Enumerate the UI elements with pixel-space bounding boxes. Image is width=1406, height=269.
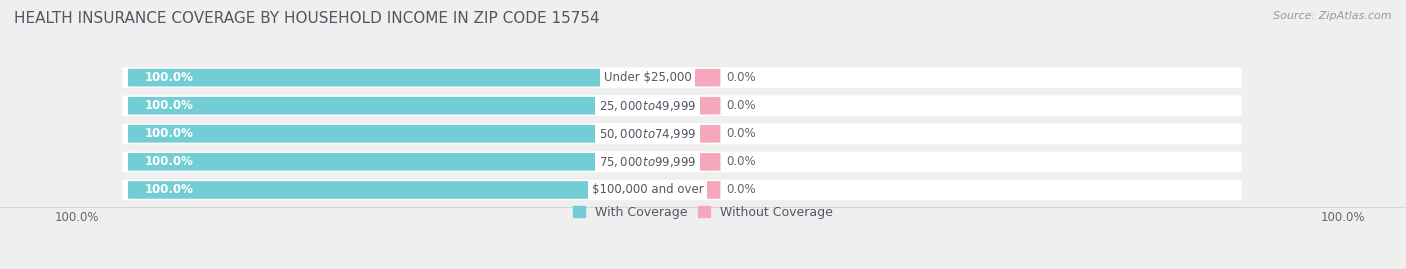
Text: 0.0%: 0.0% — [725, 127, 755, 140]
Text: Source: ZipAtlas.com: Source: ZipAtlas.com — [1274, 11, 1392, 21]
Text: 100.0%: 100.0% — [145, 183, 194, 196]
FancyBboxPatch shape — [644, 181, 720, 199]
FancyBboxPatch shape — [122, 151, 1241, 172]
Text: $25,000 to $49,999: $25,000 to $49,999 — [599, 99, 696, 113]
FancyBboxPatch shape — [644, 69, 720, 86]
FancyBboxPatch shape — [122, 180, 1241, 200]
Text: 0.0%: 0.0% — [725, 183, 755, 196]
FancyBboxPatch shape — [128, 153, 655, 171]
Text: 0.0%: 0.0% — [725, 71, 755, 84]
FancyBboxPatch shape — [128, 125, 655, 143]
FancyBboxPatch shape — [128, 69, 655, 86]
Text: 100.0%: 100.0% — [145, 127, 194, 140]
FancyBboxPatch shape — [644, 97, 720, 115]
FancyBboxPatch shape — [122, 123, 1241, 144]
FancyBboxPatch shape — [122, 67, 1241, 88]
FancyBboxPatch shape — [128, 97, 655, 115]
Text: $100,000 and over: $100,000 and over — [592, 183, 703, 196]
FancyBboxPatch shape — [644, 153, 720, 171]
Text: 0.0%: 0.0% — [725, 99, 755, 112]
Text: 100.0%: 100.0% — [145, 71, 194, 84]
Text: HEALTH INSURANCE COVERAGE BY HOUSEHOLD INCOME IN ZIP CODE 15754: HEALTH INSURANCE COVERAGE BY HOUSEHOLD I… — [14, 11, 600, 26]
Legend: With Coverage, Without Coverage: With Coverage, Without Coverage — [572, 206, 834, 219]
FancyBboxPatch shape — [128, 181, 655, 199]
Text: 0.0%: 0.0% — [725, 155, 755, 168]
Text: 100.0%: 100.0% — [55, 211, 100, 224]
Text: Under $25,000: Under $25,000 — [603, 71, 692, 84]
Text: 100.0%: 100.0% — [1320, 211, 1365, 224]
FancyBboxPatch shape — [644, 125, 720, 143]
Text: 100.0%: 100.0% — [145, 99, 194, 112]
Text: $50,000 to $74,999: $50,000 to $74,999 — [599, 127, 696, 141]
FancyBboxPatch shape — [122, 95, 1241, 116]
Text: 100.0%: 100.0% — [145, 155, 194, 168]
Text: $75,000 to $99,999: $75,000 to $99,999 — [599, 155, 696, 169]
